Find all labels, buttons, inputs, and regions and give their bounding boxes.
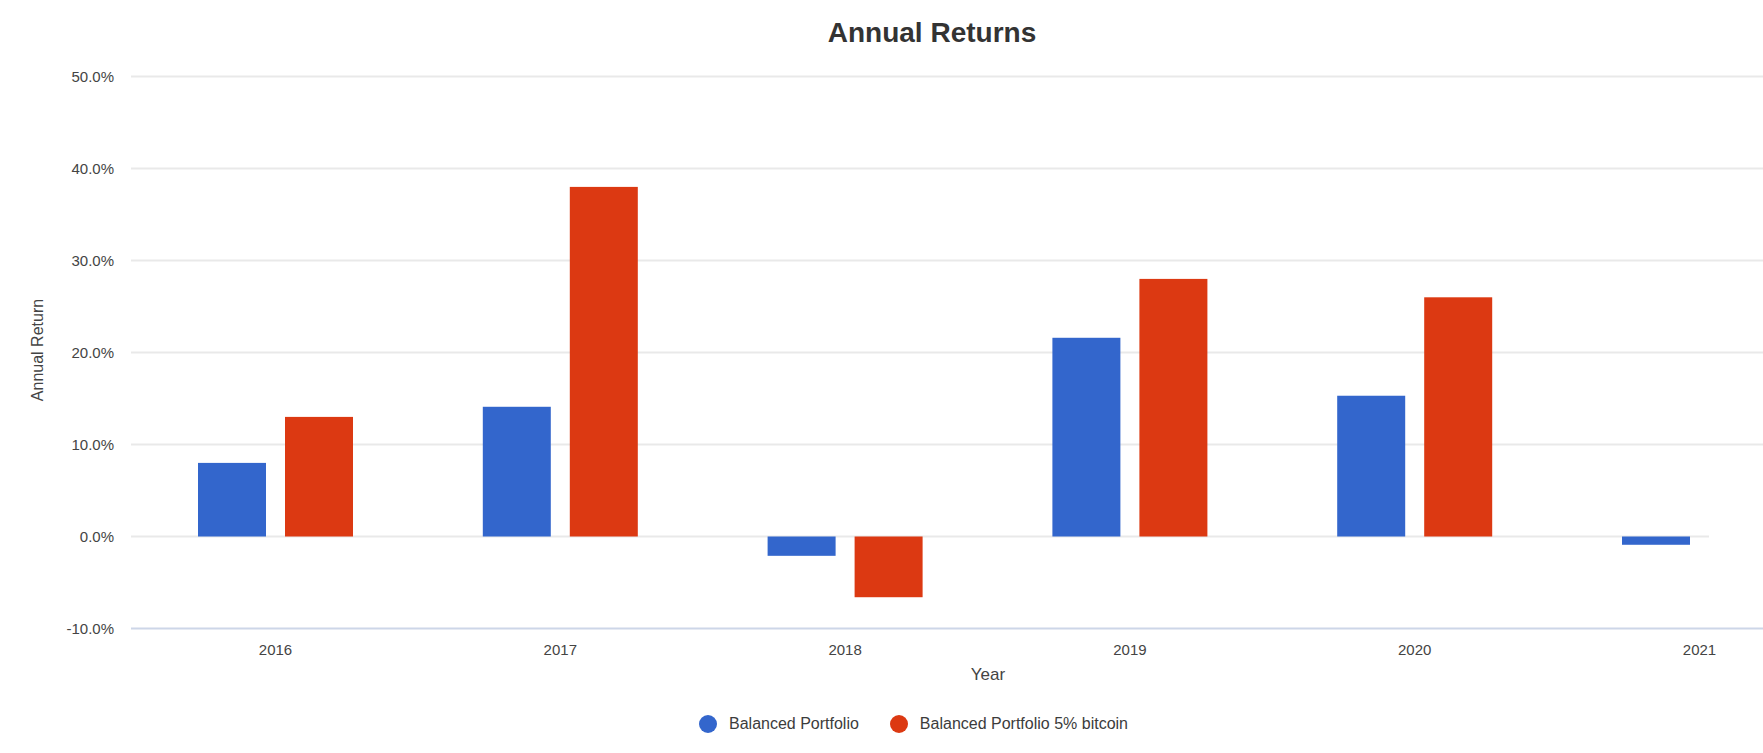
bar-2018-balanced-portfolio-5-bitcoin[interactable] xyxy=(855,537,923,598)
x-tick-label-2016: 2016 xyxy=(259,641,292,658)
plot-area: 50.0% 40.0% 30.0% 20.0% 10.0% 0.0% -10.0% 2016 2… xyxy=(0,0,1763,753)
legend-item-balanced-portfolio-5-bitcoin: Balanced Portfolio 5% bitcoin xyxy=(890,715,1128,733)
y-tick-label-0: 0.0% xyxy=(80,528,114,545)
bar-2019-balanced-portfolio-5-bitcoin[interactable] xyxy=(1139,279,1207,537)
bar-2019-balanced-portfolio[interactable] xyxy=(1052,338,1120,537)
x-tick-label-2019: 2019 xyxy=(1113,641,1146,658)
legend-item-balanced-portfolio: Balanced Portfolio xyxy=(699,715,859,733)
legend-label-balanced-portfolio-5-bitcoin: Balanced Portfolio 5% bitcoin xyxy=(920,715,1128,733)
bar-2017-balanced-portfolio[interactable] xyxy=(483,407,551,537)
legend: Balanced Portfolio Balanced Portfolio 5% … xyxy=(699,715,1128,733)
y-tick-label-50: 50.0% xyxy=(71,68,114,85)
y-tick-label-40: 40.0% xyxy=(71,160,114,177)
chart-container: Annual Returns Annual Return 50.0%40.0%3… xyxy=(0,0,1763,753)
x-tick-label-2020: 2020 xyxy=(1398,641,1431,658)
bar-2018-balanced-portfolio[interactable] xyxy=(768,537,836,556)
bar-2020-balanced-portfolio-5-bitcoin[interactable] xyxy=(1424,297,1492,536)
bar-2017-balanced-portfolio-5-bitcoin[interactable] xyxy=(570,187,638,537)
y-tick-label-30: 30.0% xyxy=(71,252,114,269)
bar-2016-balanced-portfolio-5-bitcoin[interactable] xyxy=(285,417,353,537)
bar-2021-balanced-portfolio[interactable] xyxy=(1622,537,1690,545)
legend-marker-balanced-portfolio-5-bitcoin-icon xyxy=(890,715,908,733)
legend-marker-balanced-portfolio-icon xyxy=(699,715,717,733)
bar-2020-balanced-portfolio[interactable] xyxy=(1337,396,1405,537)
x-tick-label-2017: 2017 xyxy=(544,641,577,658)
bar-2016-balanced-portfolio[interactable] xyxy=(198,463,266,537)
y-tick-label-20: 20.0% xyxy=(71,344,114,361)
legend-label-balanced-portfolio: Balanced Portfolio xyxy=(729,715,859,733)
x-axis-title: Year xyxy=(971,665,1005,685)
y-tick-label-10: 10.0% xyxy=(71,436,114,453)
y-tick-label--10: -10.0% xyxy=(66,620,114,637)
x-tick-label-2021: 2021 xyxy=(1683,641,1716,658)
x-tick-label-2018: 2018 xyxy=(828,641,861,658)
